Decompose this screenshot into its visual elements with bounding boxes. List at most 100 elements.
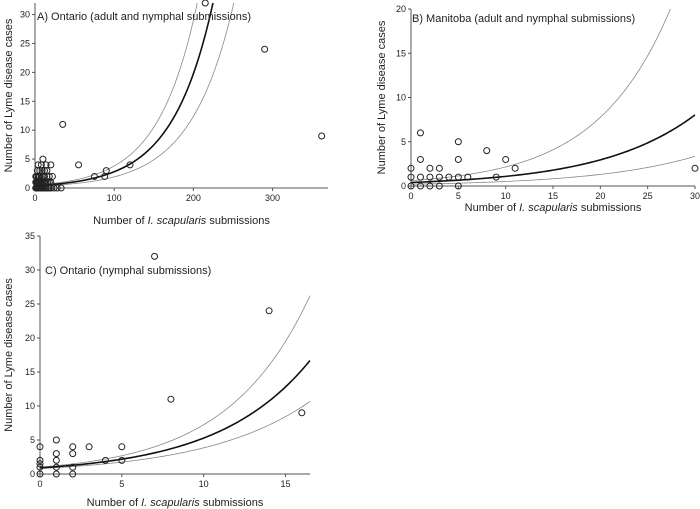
data-point [102,167,110,175]
x-axis-label: Number of I. scapularis submissions [93,215,270,227]
data-point [52,450,60,458]
y-tick-label: 25 [25,299,35,309]
y-tick-label: 0 [25,183,30,193]
data-point [69,463,77,471]
chart-title: B) Manitoba (adult and nymphal submissio… [412,13,635,25]
x-tick-label: 0 [32,193,37,203]
x-label-species: I. scapularis [141,497,200,509]
y-tick-label: 35 [25,231,35,241]
x-tick-label: 25 [643,191,653,201]
y-tick-label: 10 [25,401,35,411]
data-point [407,182,415,190]
x-label-prefix: Number of [93,215,147,227]
data-point [48,172,56,180]
ci-lower-curve [40,401,311,469]
y-tick-label: 30 [25,265,35,275]
data-point [57,184,65,192]
data-point [118,456,126,464]
x-tick-label: 5 [119,479,124,489]
data-point [318,132,326,140]
x-tick-label: 0 [408,191,413,201]
data-point [407,164,415,172]
data-point [126,161,134,169]
data-point [69,470,77,478]
data-point [416,173,424,181]
data-point [90,172,98,180]
data-point [36,443,44,451]
x-tick-label: 10 [199,479,209,489]
data-point [52,456,60,464]
y-axis-label: Number of Lyme disease cases [3,18,15,172]
data-point [53,184,61,192]
y-tick-label: 15 [25,367,35,377]
x-tick-label: 200 [186,193,201,203]
data-point [483,147,491,155]
data-point [45,172,53,180]
x-tick-label: 30 [690,191,700,201]
data-point [151,252,159,260]
data-point [435,164,443,172]
data-point [454,155,462,163]
y-tick-label: 20 [396,4,406,14]
y-tick-label: 15 [20,96,30,106]
data-point [445,173,453,181]
x-tick-label: 100 [107,193,122,203]
data-point [36,463,44,471]
data-point [36,460,44,468]
y-tick-label: 5 [25,154,30,164]
x-tick-label: 15 [548,191,558,201]
data-point [36,470,44,478]
data-point [454,138,462,146]
x-label-suffix: submissions [578,202,642,214]
data-point [101,456,109,464]
y-tick-label: 5 [30,435,35,445]
y-tick-label: 10 [396,93,406,103]
data-point [59,120,67,128]
data-point [407,173,415,181]
data-point [167,395,175,403]
data-point [502,155,510,163]
y-tick-label: 30 [20,10,30,20]
data-point [265,307,273,315]
data-point [464,173,472,181]
data-point [50,184,58,192]
x-label-prefix: Number of [465,202,519,214]
y-tick-label: 0 [401,181,406,191]
x-tick-label: 20 [595,191,605,201]
y-tick-label: 25 [20,38,30,48]
ci-upper-curve [411,9,671,182]
x-axis-label: Number of I. scapularis submissions [465,202,642,214]
data-point [416,155,424,163]
data-point [435,182,443,190]
ci-lower-curve [35,3,235,187]
x-label-prefix: Number of [87,497,141,509]
fitted-curve [411,114,696,184]
data-point [39,155,47,163]
x-axis-label: Number of I. scapularis submissions [87,497,264,509]
fitted-curve [35,3,214,187]
x-label-species: I. scapularis [148,215,207,227]
data-point [454,173,462,181]
data-point [492,173,500,181]
x-tick-label: 10 [501,191,511,201]
data-point [201,0,209,7]
data-point [47,161,55,169]
data-point [69,443,77,451]
data-point [454,182,462,190]
y-tick-label: 5 [401,137,406,147]
data-point [426,173,434,181]
data-point [52,470,60,478]
chart-title: C) Ontario (nymphal submissions) [45,265,211,277]
y-tick-label: 0 [30,469,35,479]
chart-c: 0 5 10 15 0 5 10 15 20 25 30 35 C) Ontario (nymphal … [3,231,311,509]
data-point [118,443,126,451]
data-point [42,161,50,169]
x-tick-label: 300 [265,193,280,203]
data-point [85,443,93,451]
data-point [36,456,44,464]
data-point [52,463,60,471]
data-point [75,161,83,169]
y-tick-label: 20 [20,67,30,77]
y-axis-label: Number of Lyme disease cases [376,20,388,174]
